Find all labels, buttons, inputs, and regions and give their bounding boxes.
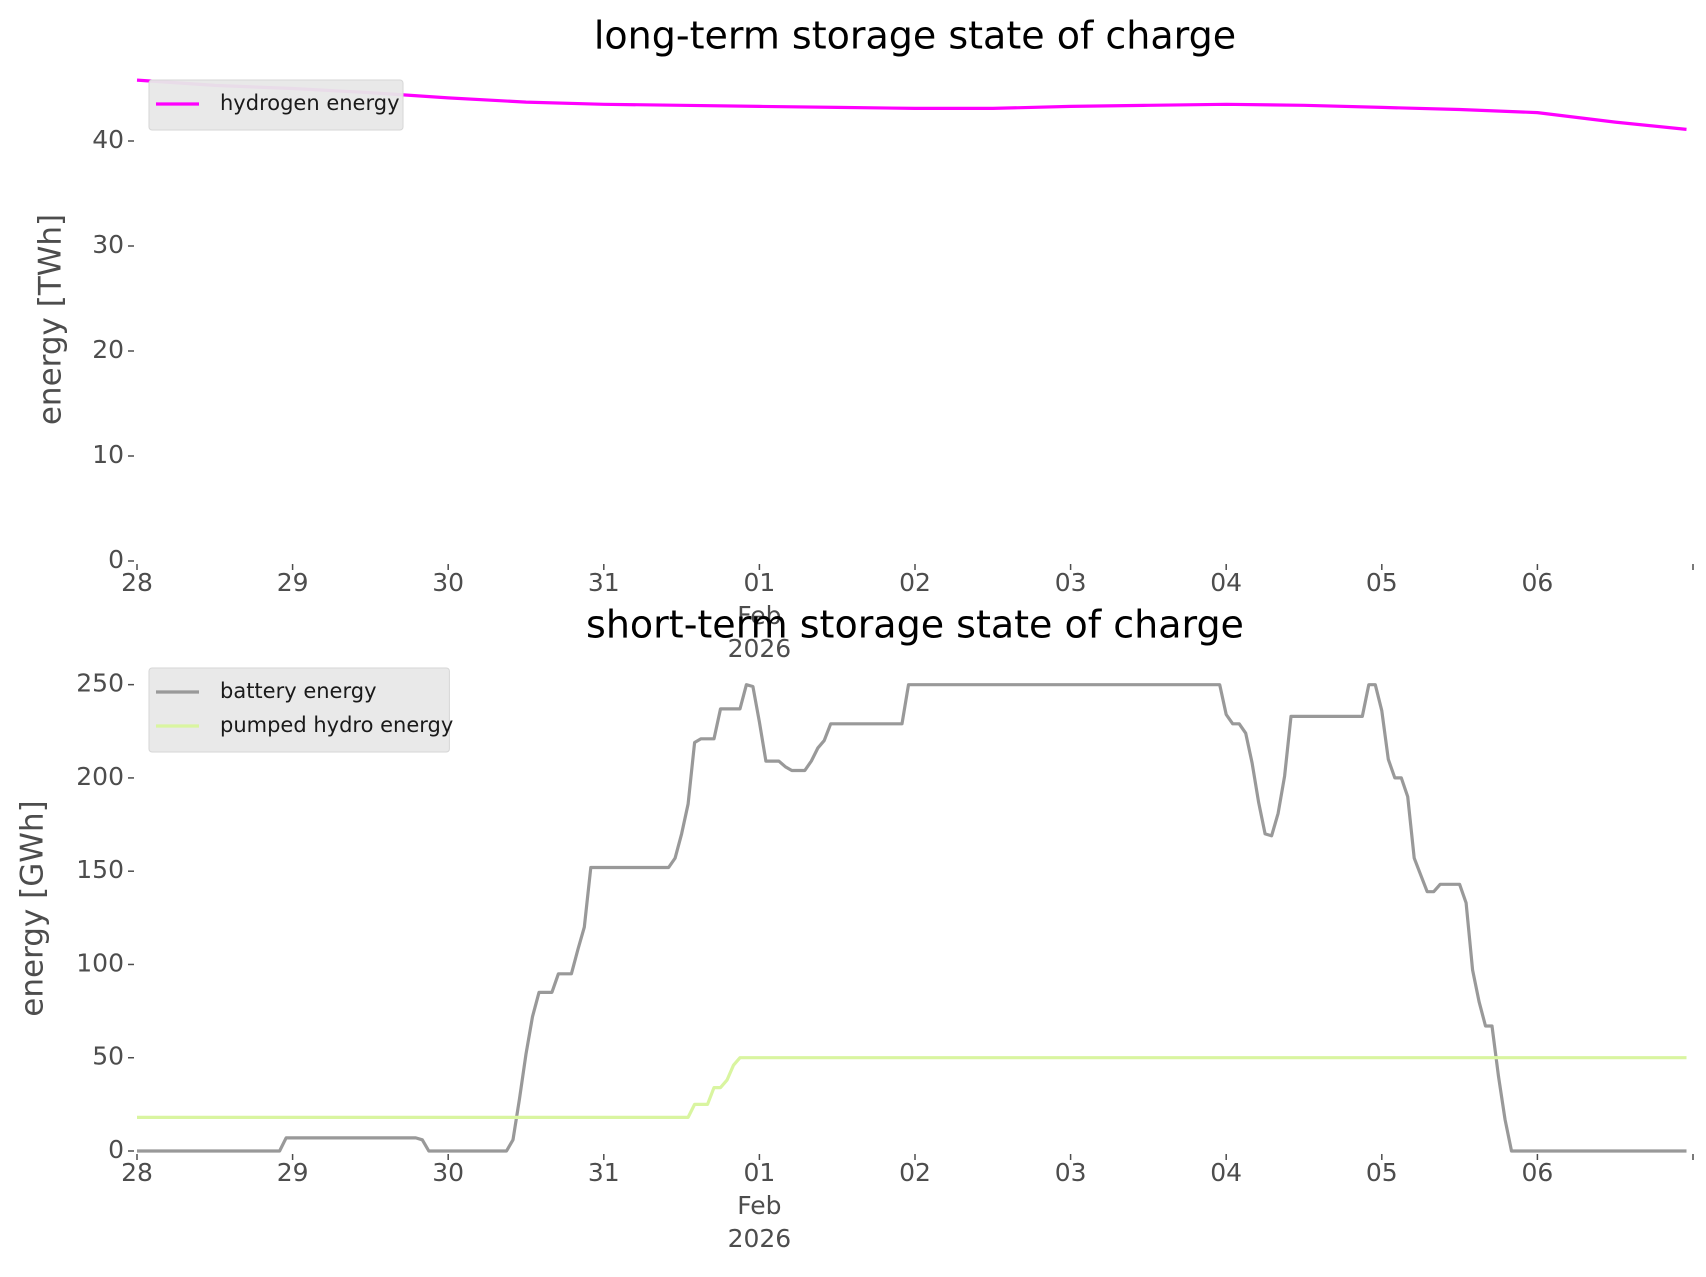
x-tick-label: 28 <box>121 568 153 597</box>
x-tick-label: 29 <box>277 568 309 597</box>
x-tick-label: 30 <box>432 1158 464 1187</box>
x-tick-label: 04 <box>1210 568 1242 597</box>
y-axis-label: energy [TWh] <box>33 214 69 425</box>
y-tick-label: 10 <box>92 440 124 469</box>
x-tick-sublabel: Feb <box>737 1191 781 1220</box>
x-tick-label: 05 <box>1366 568 1398 597</box>
series-line-pumped-hydro-energy <box>137 1056 1687 1119</box>
y-tick-label: 150 <box>76 855 124 884</box>
y-axis-label: energy [GWh] <box>15 800 51 1016</box>
y-tick-label: 200 <box>76 762 124 791</box>
legend-box <box>148 667 450 753</box>
x-tick-label: 31 <box>588 1158 620 1187</box>
x-tick-label: 28 <box>121 1158 153 1187</box>
x-tick-label: 30 <box>432 568 464 597</box>
legend-box <box>148 79 404 131</box>
chart-title: short-term storage state of charge <box>586 603 1244 647</box>
y-tick-label: 20 <box>92 335 124 364</box>
x-tick-label: 05 <box>1366 1158 1398 1187</box>
x-tick-label: 06 <box>1521 1158 1553 1187</box>
chart-panel-1: long-term storage state of charge energy … <box>33 14 1694 663</box>
legend-label: pumped hydro energy <box>220 713 453 737</box>
y-tick-label: 50 <box>92 1042 124 1071</box>
x-tick-label: 02 <box>899 1158 931 1187</box>
x-tick-label: 02 <box>899 568 931 597</box>
chart-title: long-term storage state of charge <box>594 14 1236 58</box>
chart-panel-2: short-term storage state of charge energy… <box>15 603 1694 1253</box>
x-tick-sublabel: Feb <box>737 601 781 630</box>
x-tick-label: 04 <box>1210 1158 1242 1187</box>
x-tick-label: 29 <box>277 1158 309 1187</box>
legend: hydrogen energy <box>148 79 404 131</box>
x-tick-label: 01 <box>743 568 775 597</box>
x-tick-label: 31 <box>588 568 620 597</box>
legend: battery energy pumped hydro energy <box>148 667 453 753</box>
legend-label: battery energy <box>220 679 377 703</box>
y-tick-label: 0 <box>108 1135 124 1164</box>
y-tick-label: 30 <box>92 230 124 259</box>
y-tick-label: 40 <box>92 125 124 154</box>
x-tick-label: 03 <box>1055 568 1087 597</box>
x-tick-sublabel: 2026 <box>728 634 792 663</box>
y-tick-label: 250 <box>76 669 124 698</box>
series-line-battery-energy <box>137 683 1687 1153</box>
x-tick-label: 03 <box>1055 1158 1087 1187</box>
y-tick-label: 0 <box>108 545 124 574</box>
y-tick-label: 100 <box>76 948 124 977</box>
x-tick-label: 06 <box>1521 568 1553 597</box>
legend-label: hydrogen energy <box>220 91 400 115</box>
x-tick-sublabel: 2026 <box>728 1224 792 1253</box>
x-tick-label: 01 <box>743 1158 775 1187</box>
